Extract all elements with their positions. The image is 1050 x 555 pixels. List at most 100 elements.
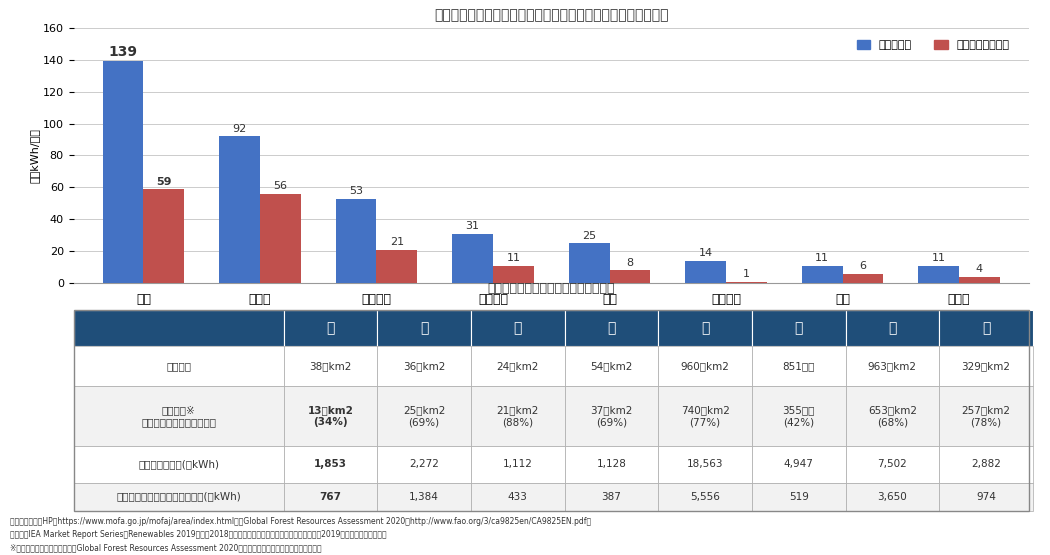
- Bar: [284, 386, 377, 446]
- Text: 日: 日: [327, 321, 335, 335]
- Text: 257万km2
(78%): 257万km2 (78%): [962, 406, 1010, 427]
- Bar: [752, 446, 845, 482]
- Text: 1,853: 1,853: [314, 460, 348, 470]
- Text: 中: 中: [701, 321, 709, 335]
- Text: 139: 139: [108, 45, 138, 59]
- Bar: [845, 310, 939, 346]
- Text: 433: 433: [508, 492, 528, 502]
- Text: 25万km2
(69%): 25万km2 (69%): [403, 406, 445, 427]
- Bar: [377, 446, 471, 482]
- Title: 【平地面積あたりの各国再エネ／太陽光・陸上風力の発電量】: 【平地面積あたりの各国再エネ／太陽光・陸上風力の発電量】: [434, 8, 669, 22]
- Text: 2,272: 2,272: [410, 460, 439, 470]
- Text: 18,563: 18,563: [687, 460, 723, 470]
- Text: 伯: 伯: [795, 321, 803, 335]
- Bar: [752, 346, 845, 386]
- Text: 53: 53: [349, 186, 363, 196]
- Bar: [74, 310, 284, 346]
- Text: 25: 25: [582, 231, 596, 241]
- Text: 11: 11: [815, 253, 830, 263]
- Text: 31: 31: [465, 221, 480, 231]
- Text: 59: 59: [156, 176, 171, 186]
- Text: 独: 独: [420, 321, 428, 335]
- Text: 974: 974: [976, 492, 996, 502]
- Text: 653万km2
(68%): 653万km2 (68%): [868, 406, 917, 427]
- Text: 1,384: 1,384: [410, 492, 439, 502]
- Text: 355万㎢
(42%): 355万㎢ (42%): [782, 406, 815, 427]
- Bar: [471, 310, 565, 346]
- Text: 851万㎢: 851万㎢: [782, 361, 815, 371]
- Text: 7,502: 7,502: [878, 460, 907, 470]
- Bar: [74, 386, 284, 446]
- Text: 1,128: 1,128: [596, 460, 627, 470]
- Bar: [336, 199, 377, 283]
- Text: 11: 11: [931, 253, 946, 263]
- Bar: [919, 265, 959, 283]
- Text: 米: 米: [888, 321, 897, 335]
- Bar: [842, 274, 883, 283]
- Text: 11: 11: [506, 253, 521, 263]
- Bar: [609, 270, 650, 283]
- Bar: [284, 310, 377, 346]
- Bar: [658, 386, 752, 446]
- Bar: [569, 243, 609, 283]
- Bar: [939, 446, 1033, 482]
- Bar: [284, 346, 377, 386]
- Bar: [939, 386, 1033, 446]
- Text: 英: 英: [513, 321, 522, 335]
- Bar: [845, 482, 939, 511]
- Text: うち太陽光＋陸上風力発電量　(億kWh): うち太陽光＋陸上風力発電量 (億kWh): [117, 492, 242, 502]
- Text: 36万km2: 36万km2: [403, 361, 445, 371]
- Text: 519: 519: [789, 492, 808, 502]
- Bar: [658, 446, 752, 482]
- Bar: [74, 446, 284, 482]
- Bar: [494, 265, 533, 283]
- Text: 24万km2: 24万km2: [497, 361, 539, 371]
- Bar: [471, 482, 565, 511]
- Bar: [144, 189, 184, 283]
- Text: 14: 14: [698, 249, 713, 259]
- Text: 1: 1: [743, 269, 750, 279]
- Text: 963万km2: 963万km2: [868, 361, 917, 371]
- Bar: [752, 310, 845, 346]
- Text: 4: 4: [975, 264, 983, 274]
- Bar: [565, 346, 658, 386]
- Text: 5,556: 5,556: [690, 492, 720, 502]
- Text: 13万km2
(34%): 13万km2 (34%): [308, 406, 354, 427]
- Bar: [726, 281, 766, 283]
- Text: 54万km2: 54万km2: [590, 361, 633, 371]
- Text: 2,882: 2,882: [971, 460, 1001, 470]
- Bar: [284, 482, 377, 511]
- Bar: [284, 446, 377, 482]
- Text: 740万km2
(77%): 740万km2 (77%): [680, 406, 730, 427]
- Bar: [565, 446, 658, 482]
- Text: 960万km2: 960万km2: [680, 361, 730, 371]
- Bar: [471, 446, 565, 482]
- Text: 37万km2
(69%): 37万km2 (69%): [590, 406, 633, 427]
- Bar: [658, 482, 752, 511]
- Text: 1,112: 1,112: [503, 460, 532, 470]
- Bar: [471, 386, 565, 446]
- Text: 56: 56: [273, 181, 288, 191]
- Text: 国土面積: 国土面積: [166, 361, 191, 371]
- Bar: [260, 194, 300, 283]
- Text: 印: 印: [982, 321, 990, 335]
- Bar: [802, 265, 842, 283]
- Text: 21: 21: [390, 237, 404, 247]
- Bar: [565, 482, 658, 511]
- Bar: [686, 261, 726, 283]
- Bar: [377, 310, 471, 346]
- Text: 4,947: 4,947: [783, 460, 814, 470]
- Text: 平地面積※
（国土面積に占める割合）: 平地面積※ （国土面積に占める割合）: [141, 406, 216, 427]
- Bar: [377, 250, 417, 283]
- Bar: [471, 346, 565, 386]
- Text: 6: 6: [860, 261, 866, 271]
- Bar: [377, 346, 471, 386]
- Bar: [565, 310, 658, 346]
- Bar: [959, 277, 1000, 283]
- Text: （出典）外務省HP（https://www.mofa.go.jp/mofaj/area/index.html）、Global Forest Resources : （出典）外務省HP（https://www.mofa.go.jp/mofaj/a…: [10, 517, 591, 552]
- Bar: [752, 386, 845, 446]
- Text: 767: 767: [319, 492, 341, 502]
- Bar: [658, 346, 752, 386]
- Text: 92: 92: [232, 124, 247, 134]
- Bar: [752, 482, 845, 511]
